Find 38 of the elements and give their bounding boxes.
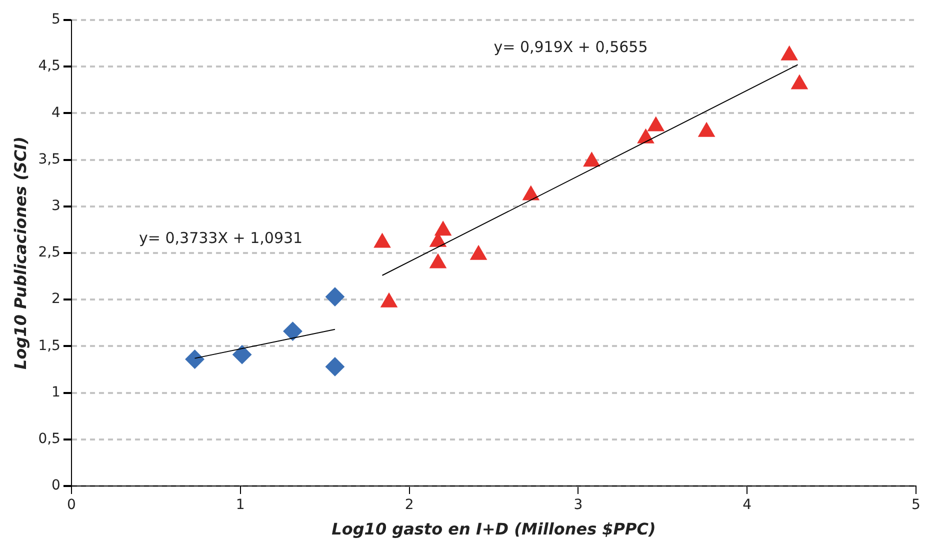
y-tick-label: 1,5	[38, 338, 60, 354]
y-tick-label: 2	[52, 291, 60, 308]
x-axis-title: Log10 gasto en I+D (Millones $PPC)	[332, 520, 656, 539]
point	[434, 221, 452, 236]
y-axis-title: Log10 Publicaciones (SCI)	[10, 136, 30, 370]
y-tick-label: 3,5	[38, 151, 60, 168]
point	[325, 357, 344, 376]
point	[781, 46, 798, 60]
point	[374, 233, 391, 248]
point	[430, 254, 446, 268]
point	[637, 128, 654, 144]
point	[698, 122, 715, 137]
annotation: y= 0,3733X + 1,0931	[139, 228, 303, 247]
y-tick-label: 1	[52, 384, 60, 400]
point	[325, 287, 344, 306]
x-tick-label: 4	[742, 497, 752, 514]
y-tick-label: 4	[52, 104, 61, 121]
x-tick-label: 1	[236, 497, 245, 514]
point	[232, 345, 252, 364]
y-tick-label: 0	[52, 478, 60, 494]
point	[283, 322, 302, 341]
x-tick-label: 2	[404, 497, 414, 514]
y-tick-label: 3	[52, 198, 60, 214]
point	[791, 74, 808, 90]
point	[648, 116, 664, 132]
y-tick-label: 4,5	[38, 58, 60, 74]
point	[522, 186, 540, 200]
point	[583, 152, 600, 167]
x-tick-label: 5	[912, 497, 920, 514]
x-tick-label: 3	[574, 497, 583, 514]
point	[380, 292, 398, 308]
y-tick-label: 2,5	[38, 244, 60, 261]
y-tick-label: 0,5	[38, 431, 60, 448]
y-tick-label: 5	[52, 12, 60, 28]
point	[470, 245, 487, 260]
x-tick-label: 0	[67, 497, 76, 514]
point	[185, 350, 204, 369]
annotation: y= 0,919X + 0,5655	[494, 38, 648, 56]
